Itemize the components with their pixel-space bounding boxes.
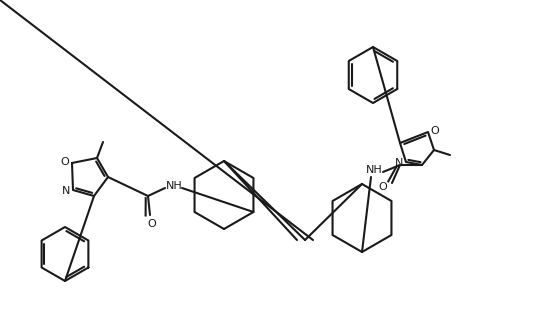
Text: O: O bbox=[61, 157, 69, 167]
Text: N: N bbox=[395, 158, 403, 168]
Text: NH: NH bbox=[166, 181, 182, 191]
Text: O: O bbox=[148, 219, 156, 229]
Text: N: N bbox=[62, 186, 70, 196]
Text: O: O bbox=[431, 126, 439, 136]
Text: O: O bbox=[379, 182, 387, 192]
Text: NH: NH bbox=[366, 165, 382, 175]
